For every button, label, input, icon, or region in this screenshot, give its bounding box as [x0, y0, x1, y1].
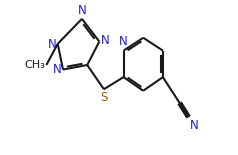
Text: N: N: [189, 120, 198, 133]
Text: CH₃: CH₃: [24, 60, 45, 70]
Text: N: N: [47, 38, 56, 51]
Text: N: N: [101, 34, 110, 47]
Text: N: N: [119, 35, 127, 48]
Text: N: N: [78, 4, 86, 17]
Text: N: N: [52, 63, 61, 76]
Text: S: S: [100, 91, 108, 104]
